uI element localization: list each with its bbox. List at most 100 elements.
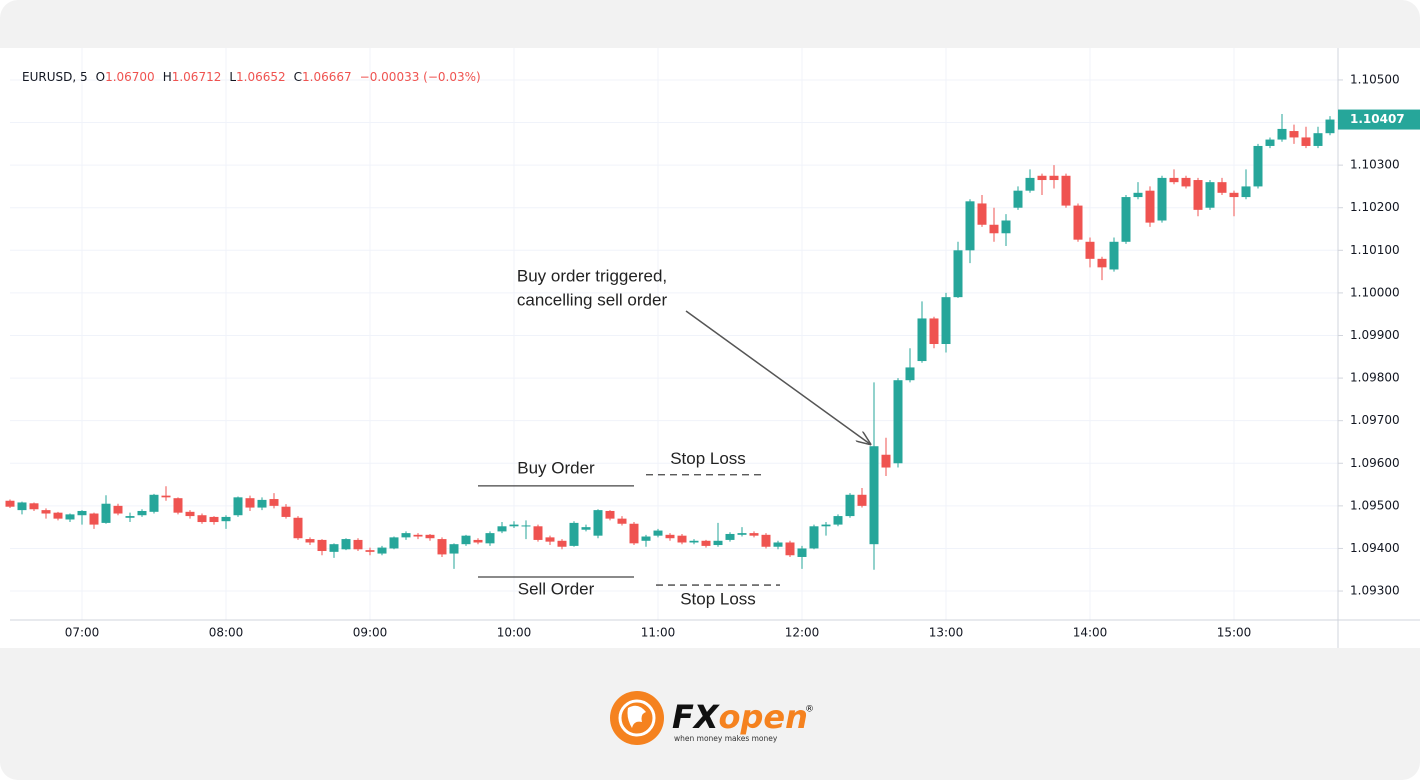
candle [497, 522, 507, 534]
candle-body [1049, 175, 1059, 181]
x-tick-label: 14:00 [1073, 626, 1108, 640]
annotation-arrow [685, 310, 870, 444]
candle [533, 524, 543, 542]
x-tick-label: 15:00 [1217, 626, 1252, 640]
last-price-label: 1.10407 [1350, 112, 1405, 126]
grid [10, 48, 1338, 620]
candle-body [1121, 197, 1131, 242]
candle-body [305, 539, 315, 543]
candle [881, 437, 891, 477]
logo-icon-mark [627, 705, 646, 728]
candle [929, 316, 939, 349]
logo-fx: FX [672, 698, 720, 736]
candle [665, 533, 675, 541]
candle [1265, 137, 1275, 149]
candle-body [377, 547, 387, 554]
candle [641, 534, 651, 547]
candle [1073, 203, 1083, 242]
x-tick-label: 10:00 [497, 626, 532, 640]
candle-body [269, 499, 279, 506]
candle-body [1265, 139, 1275, 146]
candle-body [989, 224, 999, 234]
candle-body [281, 506, 291, 517]
y-tick-label: 1.09300 [1350, 584, 1400, 598]
candle-body [317, 539, 327, 552]
candle-body [677, 535, 687, 543]
candle-body [917, 318, 927, 362]
candle [653, 528, 663, 538]
candle [677, 533, 687, 545]
y-tick-label: 1.09600 [1350, 456, 1400, 470]
candle-body [77, 510, 87, 516]
candle [1193, 177, 1203, 217]
candle [749, 531, 759, 538]
x-tick-label: 07:00 [65, 626, 100, 640]
candle [1217, 177, 1227, 195]
candle-body [125, 516, 135, 518]
candle-body [701, 540, 711, 546]
candle-body [149, 494, 159, 512]
candle-body [1085, 241, 1095, 259]
candle [869, 382, 879, 570]
candle-body [737, 533, 747, 535]
candle [1181, 175, 1191, 189]
candle-body [209, 516, 219, 523]
candle [905, 348, 915, 383]
candle [413, 533, 423, 540]
candle [485, 531, 495, 546]
candle [509, 521, 519, 529]
candle [449, 543, 459, 569]
candle [257, 497, 267, 511]
candle-body [869, 446, 879, 545]
candle [473, 538, 483, 545]
candle-body [761, 534, 771, 547]
candle-body [593, 510, 603, 536]
candle [761, 533, 771, 549]
candle-body [1073, 205, 1083, 240]
candle-body [1301, 137, 1311, 146]
candle [1061, 173, 1071, 208]
candle-body [533, 526, 543, 540]
candle-body [389, 537, 399, 549]
candle [77, 510, 87, 525]
field-key: L [229, 70, 236, 84]
candle [965, 199, 975, 264]
candle-body [653, 530, 663, 536]
order-level-label: Stop Loss [680, 590, 756, 609]
candle-body [845, 494, 855, 517]
candle [269, 493, 279, 509]
y-tick-label: 1.10500 [1350, 72, 1400, 86]
candle [1289, 124, 1299, 144]
candle [1121, 194, 1131, 244]
candle-body [365, 550, 375, 552]
candle-body [1253, 145, 1263, 187]
candle-body [449, 544, 459, 554]
candle-body [821, 524, 831, 527]
candle [1277, 114, 1287, 142]
field-value: 1.06667 [302, 70, 352, 84]
candle-body [893, 380, 903, 464]
candle [101, 495, 111, 524]
order-level-label: Stop Loss [670, 449, 746, 468]
candle [953, 241, 963, 299]
y-tick-label: 1.09900 [1350, 328, 1400, 342]
candle [977, 194, 987, 227]
logo-open: open [719, 698, 808, 736]
candle-body [773, 542, 783, 547]
candle [365, 547, 375, 556]
candle [1001, 214, 1011, 247]
candle [245, 495, 255, 511]
order-level-label: Sell Order [518, 579, 595, 598]
candle [1025, 169, 1035, 193]
candle [89, 512, 99, 529]
candle [137, 509, 147, 517]
candle [113, 503, 123, 516]
candle-body [1289, 131, 1299, 138]
candle-body [929, 318, 939, 345]
candle [29, 502, 39, 511]
candle [1313, 126, 1323, 149]
candle [629, 522, 639, 546]
candle [557, 539, 567, 550]
candle-body [41, 510, 51, 514]
